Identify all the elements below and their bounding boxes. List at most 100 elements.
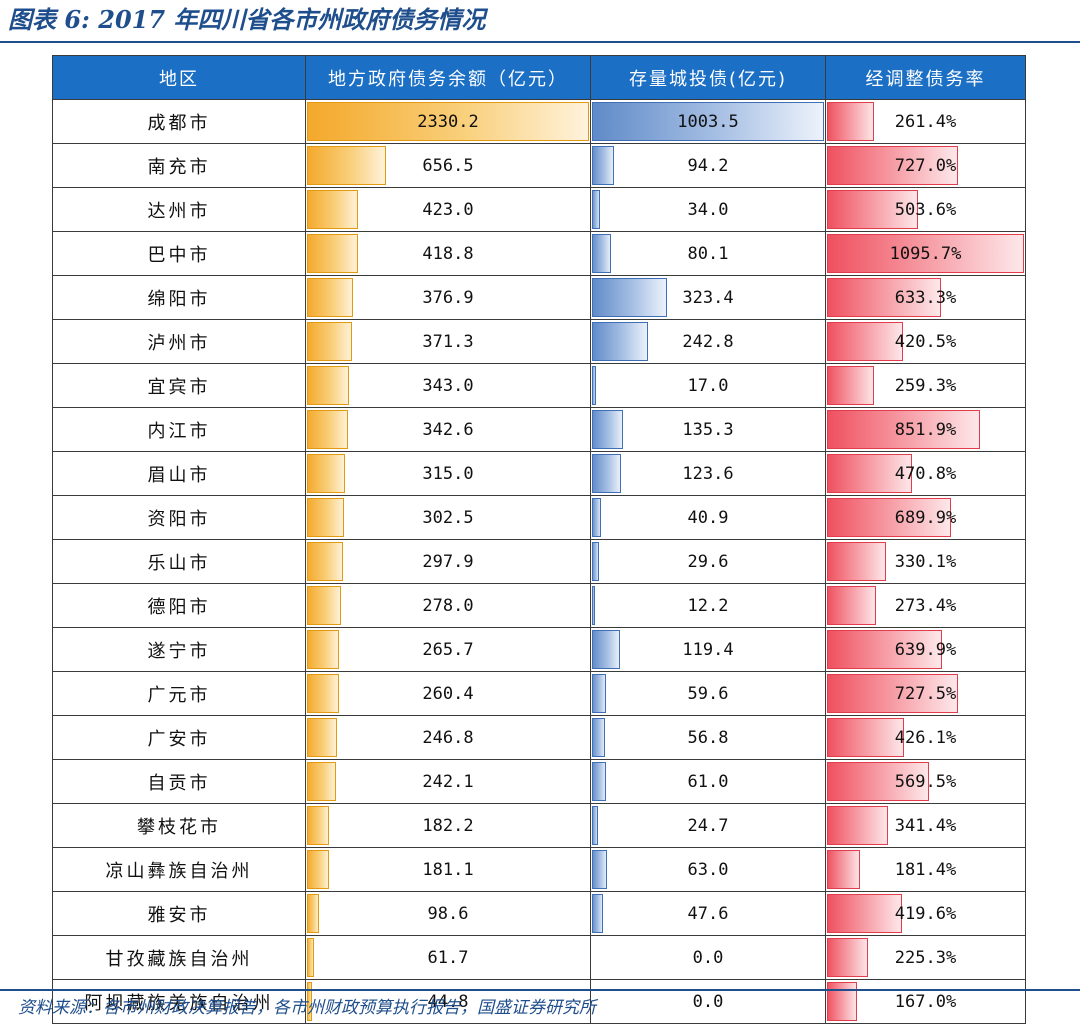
chengtou-bond-cell: 94.2: [590, 143, 826, 188]
chengtou-bond-bar: [592, 718, 605, 757]
debt-balance-cell: 182.2: [305, 803, 591, 848]
chengtou-bond-bar: [592, 278, 667, 317]
source-rule: [0, 989, 1080, 991]
debt-ratio-cell: 341.4%: [825, 803, 1026, 848]
debt-ratio-cell: 689.9%: [825, 495, 1026, 540]
debt-ratio-bar: [827, 894, 902, 933]
debt-ratio-label: 569.5%: [894, 771, 957, 792]
debt-ratio-label: 419.6%: [894, 903, 957, 924]
debt-ratio-label: 1095.7%: [889, 243, 962, 264]
header-chengtou-bond: 存量城投债(亿元): [590, 55, 826, 100]
chengtou-bond-bar: [592, 850, 607, 889]
debt-balance-bar: [307, 542, 343, 581]
debt-balance-cell: 265.7: [305, 627, 591, 672]
debt-balance-bar: [307, 234, 358, 273]
debt-balance-label: 371.3: [422, 331, 474, 352]
region-name: 内江市: [52, 407, 306, 452]
debt-balance-cell: 656.5: [305, 143, 591, 188]
table-row: 南充市 656.5 94.2 727.0%: [52, 143, 1026, 188]
chengtou-bond-label: 24.7: [687, 815, 729, 836]
debt-ratio-cell: 259.3%: [825, 363, 1026, 408]
chengtou-bond-bar: [592, 234, 611, 273]
debt-balance-bar: [307, 586, 341, 625]
debt-ratio-bar: [827, 938, 868, 977]
debt-ratio-label: 727.0%: [894, 155, 957, 176]
region-name: 德阳市: [52, 583, 306, 628]
debt-ratio-cell: 330.1%: [825, 539, 1026, 584]
table-row: 遂宁市 265.7 119.4 639.9%: [52, 627, 1026, 672]
chengtou-bond-label: 0.0: [692, 991, 724, 1012]
table-row: 广元市 260.4 59.6 727.5%: [52, 671, 1026, 716]
debt-ratio-bar: [827, 630, 942, 669]
chengtou-bond-cell: 0.0: [590, 935, 826, 980]
chengtou-bond-bar: [592, 410, 623, 449]
table-row: 攀枝花市 182.2 24.7 341.4%: [52, 803, 1026, 848]
chengtou-bond-bar: [592, 674, 606, 713]
debt-balance-bar: [307, 718, 337, 757]
table-row: 宜宾市 343.0 17.0 259.3%: [52, 363, 1026, 408]
table-row: 阿坝藏族羌族自治州 44.8 0.0 167.0%: [52, 979, 1026, 1024]
table-row: 德阳市 278.0 12.2 273.4%: [52, 583, 1026, 628]
debt-balance-bar: [307, 938, 314, 977]
debt-ratio-label: 261.4%: [894, 111, 957, 132]
region-name: 攀枝花市: [52, 803, 306, 848]
region-name: 南充市: [52, 143, 306, 188]
debt-ratio-bar: [827, 146, 958, 185]
debt-balance-bar: [307, 762, 336, 801]
region-name: 遂宁市: [52, 627, 306, 672]
chengtou-bond-label: 34.0: [687, 199, 729, 220]
chengtou-bond-bar: [592, 630, 620, 669]
debt-balance-label: 315.0: [422, 463, 474, 484]
debt-balance-bar: [307, 850, 329, 889]
debt-balance-label: 61.7: [427, 947, 469, 968]
chengtou-bond-label: 323.4: [682, 287, 734, 308]
debt-balance-label: 98.6: [427, 903, 469, 924]
debt-ratio-cell: 261.4%: [825, 99, 1026, 144]
debt-balance-cell: 418.8: [305, 231, 591, 276]
chengtou-bond-cell: 12.2: [590, 583, 826, 628]
header-adjusted-debt-ratio: 经调整债务率: [825, 55, 1026, 100]
debt-balance-bar: [307, 322, 352, 361]
table-header-row: 地区 地方政府债务余额（亿元） 存量城投债(亿元) 经调整债务率: [52, 55, 1026, 100]
debt-balance-bar: [307, 278, 353, 317]
debt-ratio-cell: 727.5%: [825, 671, 1026, 716]
debt-ratio-cell: 569.5%: [825, 759, 1026, 804]
chengtou-bond-bar: [592, 454, 621, 493]
debt-ratio-label: 259.3%: [894, 375, 957, 396]
debt-ratio-label: 633.3%: [894, 287, 957, 308]
chengtou-bond-cell: 61.0: [590, 759, 826, 804]
table-row: 甘孜藏族自治州 61.7 0.0 225.3%: [52, 935, 1026, 980]
chengtou-bond-cell: 63.0: [590, 847, 826, 892]
debt-balance-label: 423.0: [422, 199, 474, 220]
debt-ratio-cell: 727.0%: [825, 143, 1026, 188]
chengtou-bond-cell: 34.0: [590, 187, 826, 232]
debt-ratio-cell: 225.3%: [825, 935, 1026, 980]
chengtou-bond-label: 61.0: [687, 771, 729, 792]
region-name: 巴中市: [52, 231, 306, 276]
debt-balance-bar: [307, 630, 339, 669]
debt-ratio-cell: 851.9%: [825, 407, 1026, 452]
debt-ratio-bar: [827, 322, 903, 361]
debt-balance-cell: 2330.2: [305, 99, 591, 144]
debt-ratio-cell: 419.6%: [825, 891, 1026, 936]
debt-ratio-bar: [827, 982, 857, 1021]
debt-ratio-bar: [827, 498, 951, 537]
chengtou-bond-label: 59.6: [687, 683, 729, 704]
debt-ratio-label: 273.4%: [894, 595, 957, 616]
header-region: 地区: [52, 55, 306, 100]
chengtou-bond-label: 63.0: [687, 859, 729, 880]
chengtou-bond-bar: [592, 102, 824, 141]
debt-ratio-cell: 420.5%: [825, 319, 1026, 364]
region-name: 乐山市: [52, 539, 306, 584]
chengtou-bond-label: 135.3: [682, 419, 734, 440]
chengtou-bond-cell: 0.0: [590, 979, 826, 1024]
debt-ratio-label: 167.0%: [894, 991, 957, 1012]
debt-ratio-bar: [827, 674, 958, 713]
debt-balance-bar: [307, 190, 358, 229]
chengtou-bond-label: 56.8: [687, 727, 729, 748]
region-name: 阿坝藏族羌族自治州: [52, 979, 306, 1024]
debt-ratio-bar: [827, 234, 1024, 273]
debt-ratio-bar: [827, 542, 886, 581]
debt-balance-bar: [307, 982, 312, 1021]
debt-balance-cell: 302.5: [305, 495, 591, 540]
